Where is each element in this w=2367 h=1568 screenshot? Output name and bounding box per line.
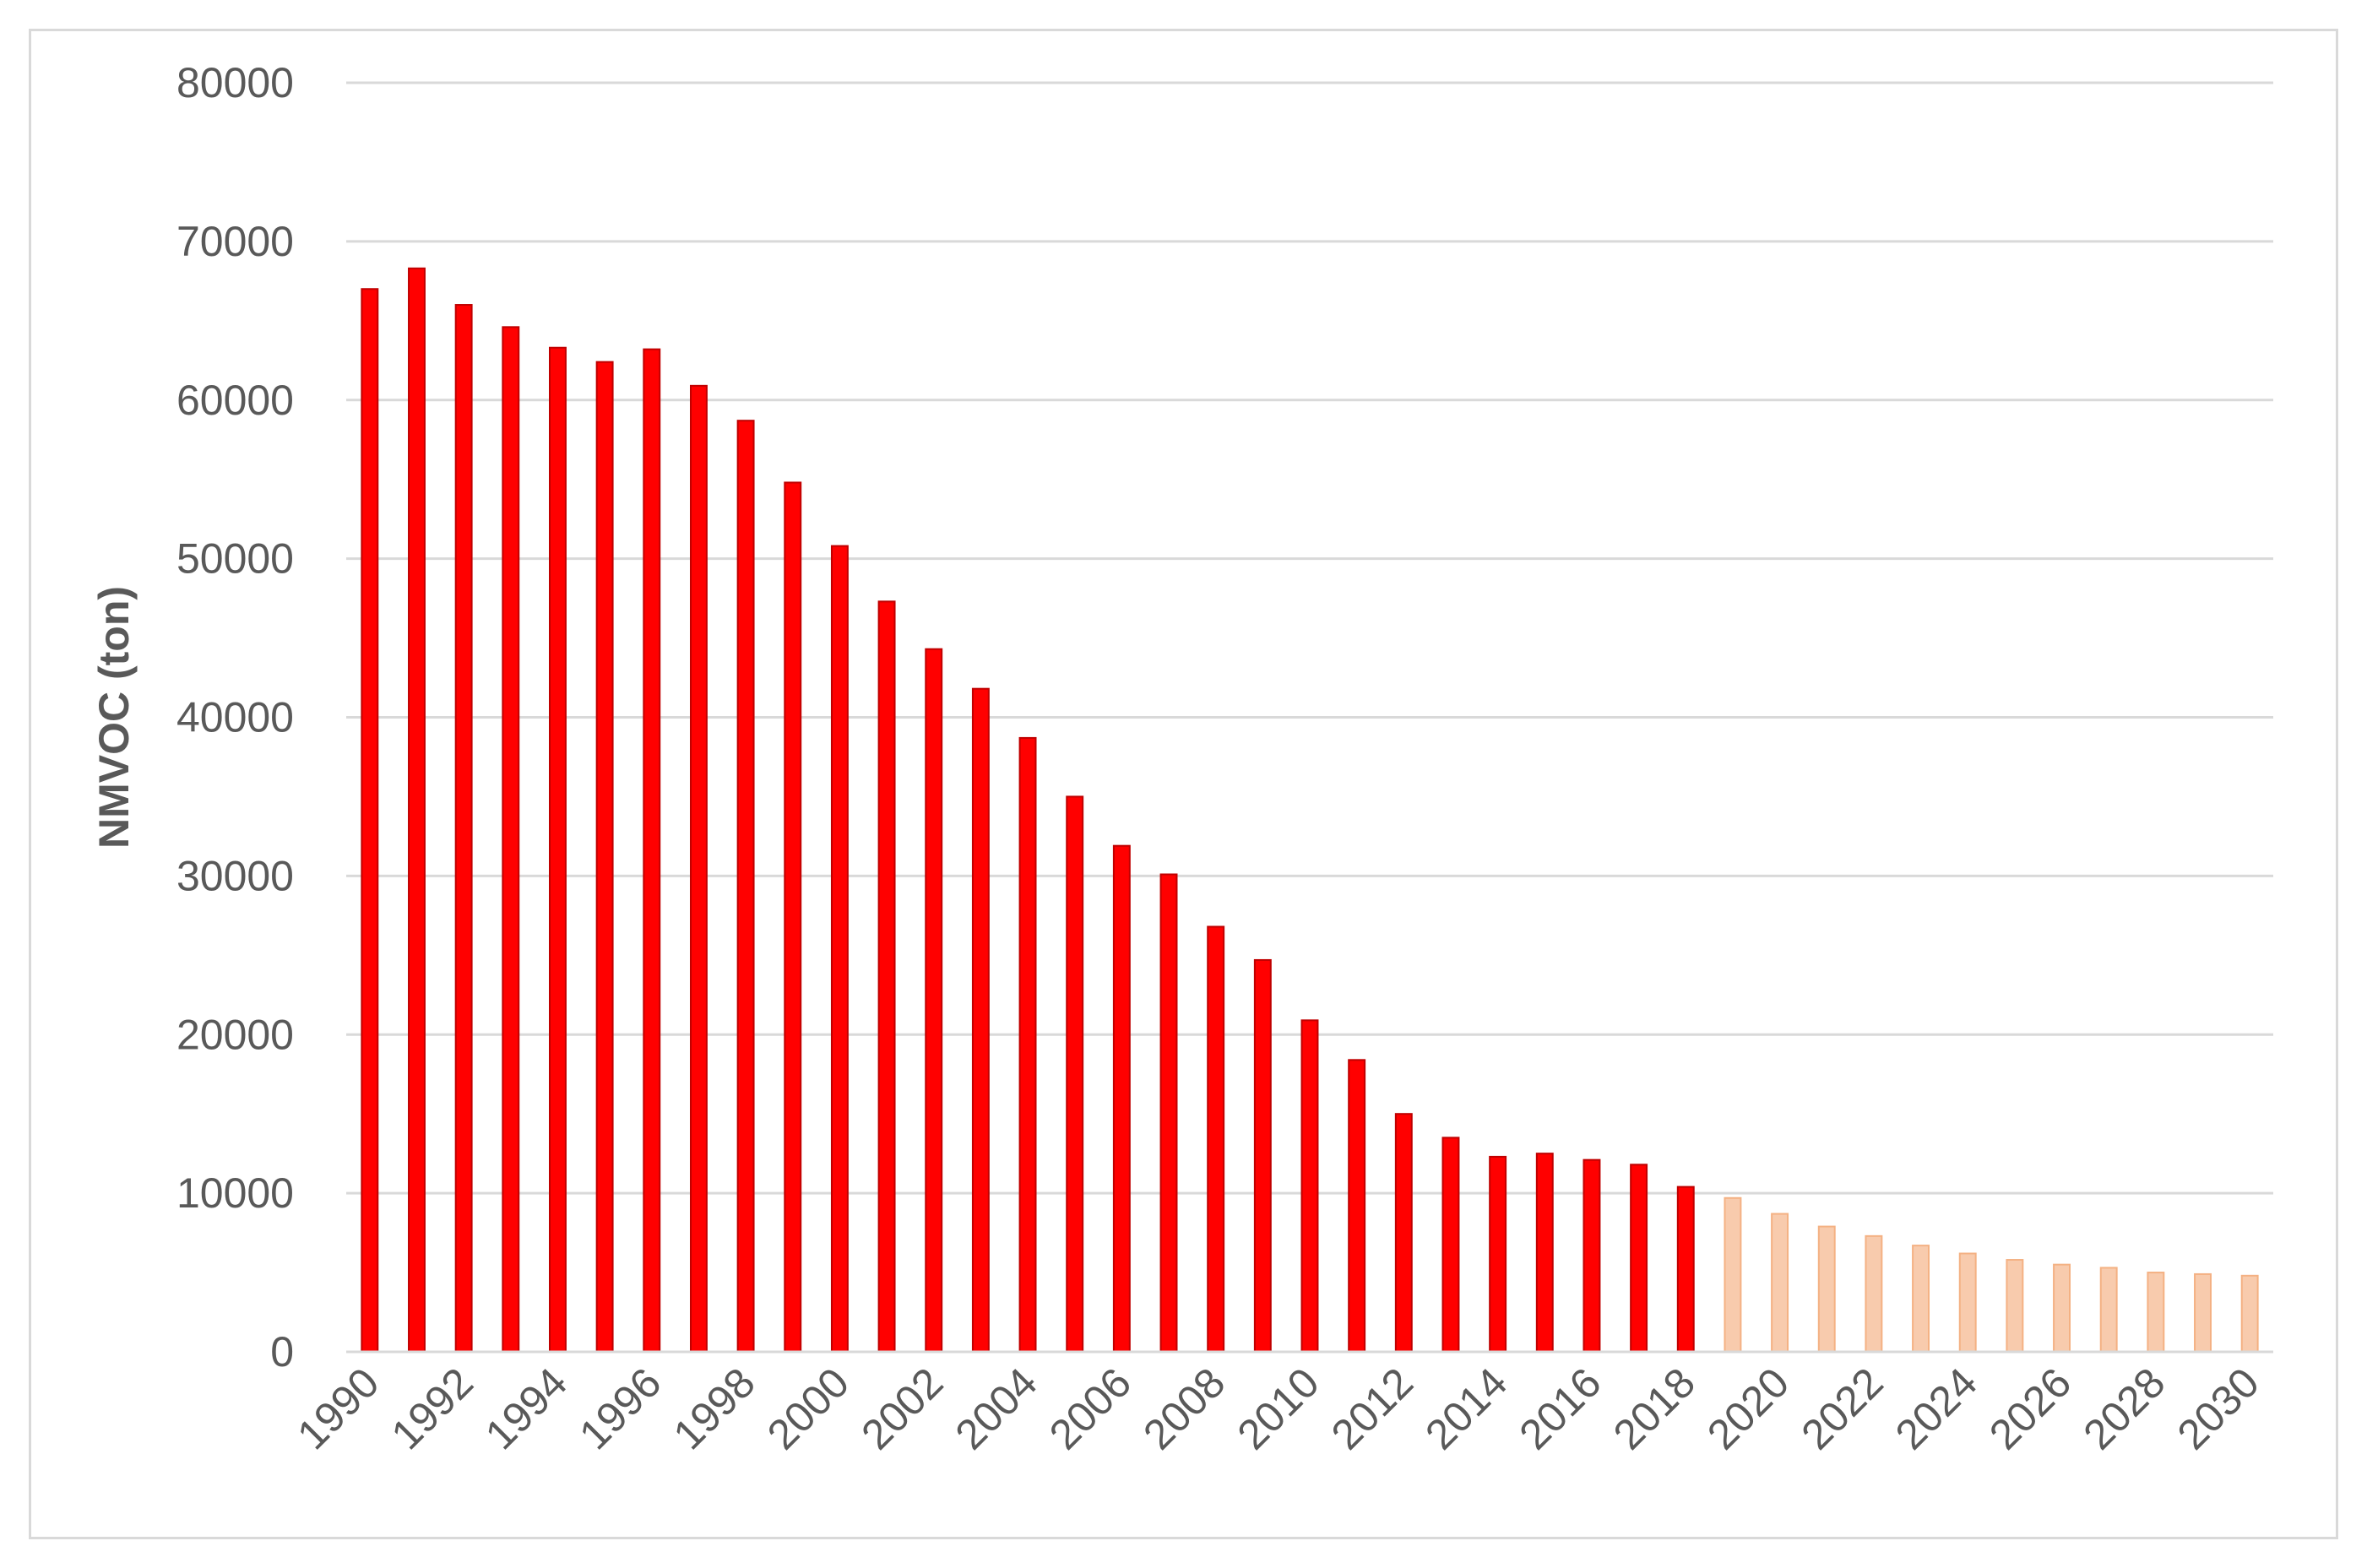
bar-2025 [2006, 1259, 2024, 1353]
x-tick-label: 2008 [1134, 1359, 1234, 1458]
gridlines [346, 81, 2273, 1195]
x-tick-label: 2012 [1322, 1359, 1422, 1458]
bar-2008 [1207, 925, 1225, 1353]
x-tick-label: 2016 [1510, 1359, 1610, 1458]
bar-2022 [1865, 1234, 1883, 1353]
y-tick-label: 40000 [176, 694, 294, 741]
x-tick-label: 1996 [570, 1359, 670, 1458]
bar-1996 [643, 348, 661, 1353]
bar-2030 [2240, 1274, 2259, 1353]
x-tick-label: 2004 [947, 1359, 1046, 1458]
bar-2027 [2099, 1267, 2118, 1354]
x-tick-label: 2030 [2169, 1359, 2268, 1458]
bar-1998 [736, 420, 755, 1354]
bar-2014 [1489, 1155, 1507, 1353]
bars [361, 267, 2259, 1354]
x-tick-label: 1994 [476, 1359, 576, 1458]
y-tick-label: 70000 [176, 218, 294, 265]
x-tick-label: 1992 [383, 1359, 482, 1458]
bar-2019 [1724, 1196, 1742, 1353]
x-tick-label: 2006 [1040, 1359, 1140, 1458]
x-tick-label: 2026 [1980, 1359, 2080, 1458]
bar-1991 [408, 267, 426, 1354]
bar-1990 [361, 288, 379, 1353]
bar-1995 [595, 361, 614, 1353]
bar-2010 [1300, 1019, 1319, 1354]
bar-2015 [1535, 1153, 1554, 1353]
bar-2012 [1394, 1113, 1413, 1353]
y-tick-label: 0 [270, 1328, 294, 1375]
bar-1997 [689, 384, 708, 1353]
y-tick-label: 80000 [176, 59, 294, 106]
x-tick-label: 2010 [1229, 1359, 1328, 1458]
x-tick-label: 2018 [1604, 1359, 1704, 1458]
x-tick-label: 2028 [2074, 1359, 2174, 1458]
bar-2021 [1817, 1225, 1836, 1353]
x-tick-label: 1998 [665, 1359, 764, 1458]
bar-2002 [925, 648, 943, 1353]
x-tick-label: 2000 [758, 1359, 858, 1458]
x-axis-tick-labels: 1990199219941996199820002002200420062008… [288, 1359, 2268, 1458]
bar-2020 [1771, 1213, 1789, 1353]
y-axis-title: NMVOC (ton) [90, 586, 138, 849]
x-tick-label: 2014 [1416, 1359, 1516, 1458]
y-axis-tick-labels: 0 10000 20000 30000 40000 50000 60000 70000 8000… [176, 59, 294, 1375]
bar-2017 [1630, 1164, 1648, 1353]
bar-1993 [502, 326, 520, 1353]
bar-2016 [1583, 1158, 1601, 1354]
bar-2000 [830, 545, 849, 1353]
bar-1999 [784, 481, 802, 1354]
bar-2029 [2194, 1272, 2212, 1354]
bar-2001 [877, 600, 896, 1353]
x-tick-label: 2024 [1887, 1359, 1986, 1458]
bar-2007 [1159, 873, 1178, 1353]
bar-2028 [2147, 1272, 2165, 1353]
bar-1994 [549, 346, 567, 1354]
y-tick-label: 30000 [176, 852, 294, 899]
bar-2003 [971, 687, 990, 1353]
y-tick-label: 50000 [176, 535, 294, 583]
x-tick-label: 2022 [1792, 1359, 1892, 1458]
x-tick-label: 1990 [288, 1359, 388, 1458]
bar-2011 [1348, 1059, 1366, 1354]
bar-2005 [1066, 795, 1084, 1353]
y-tick-label: 60000 [176, 377, 294, 424]
bar-2006 [1112, 844, 1131, 1353]
bar-2004 [1018, 736, 1037, 1353]
bar-1992 [454, 304, 473, 1353]
x-tick-label: 2020 [1698, 1359, 1798, 1458]
bar-2024 [1958, 1252, 1977, 1353]
bar-2023 [1912, 1245, 1930, 1354]
y-tick-label: 20000 [176, 1011, 294, 1058]
bar-2026 [2053, 1263, 2071, 1353]
bar-2013 [1441, 1137, 1460, 1354]
y-tick-label: 10000 [176, 1169, 294, 1217]
bar-2009 [1253, 958, 1272, 1353]
x-tick-label: 2002 [852, 1359, 952, 1458]
bar-2018 [1676, 1185, 1695, 1353]
